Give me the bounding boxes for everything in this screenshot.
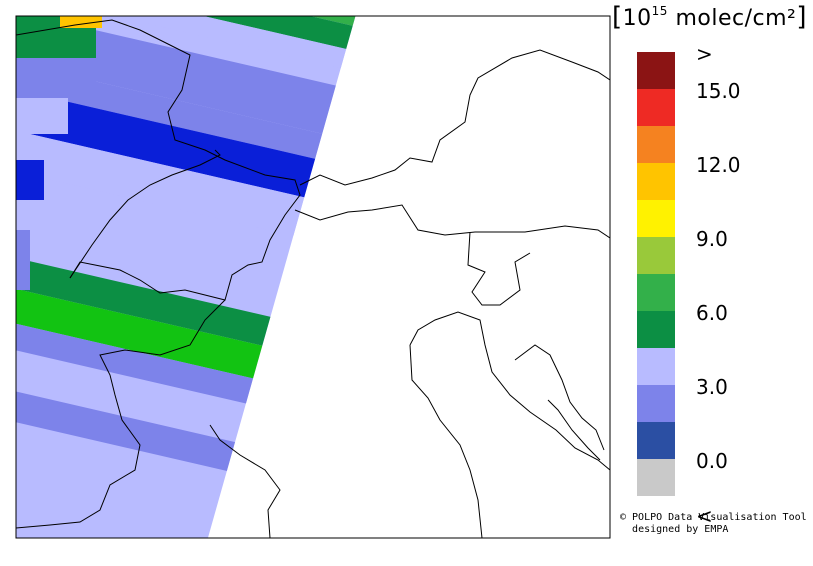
legend-label: 6.0 — [696, 301, 728, 325]
legend-swatch — [637, 422, 675, 459]
legend-label: 0.0 — [696, 449, 728, 473]
swath-pixel-row — [16, 16, 360, 127]
coastline — [209, 311, 610, 538]
legend-label: 15.0 — [696, 79, 741, 103]
legend-units-title: [1015 molec/cm²] — [612, 2, 807, 32]
legend-label: 9.0 — [696, 227, 728, 251]
legend-swatch — [637, 126, 675, 163]
swath-pixel-row — [16, 16, 360, 108]
legend-label: 3.0 — [696, 375, 728, 399]
swath-pixel-row — [16, 99, 360, 297]
legend-swatch — [637, 348, 675, 385]
credit-text: © POLPO Data Visualisation Tool designed… — [620, 512, 807, 535]
color-scale-bar — [637, 52, 675, 496]
legend-swatch — [637, 89, 675, 126]
legend-swatch — [637, 237, 675, 274]
legend-swatch — [637, 163, 675, 200]
legend-swatch — [637, 459, 675, 496]
legend-label: > — [696, 42, 713, 66]
country-borders — [16, 19, 610, 529]
legend-swatch — [637, 385, 675, 422]
legend-swatch — [637, 311, 675, 348]
legend-label: 12.0 — [696, 153, 741, 177]
legend-swatch — [637, 274, 675, 311]
legend-label: < — [696, 504, 713, 528]
map-frame — [15, 15, 611, 539]
legend-swatch — [637, 52, 675, 89]
legend-swatch — [637, 200, 675, 237]
